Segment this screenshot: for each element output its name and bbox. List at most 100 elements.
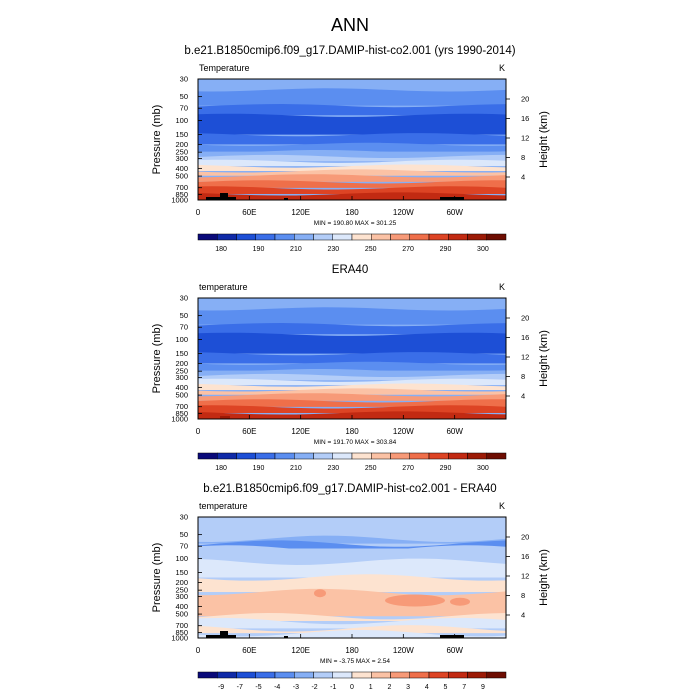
y-right-tick-label: 12: [521, 572, 529, 581]
contour-band: [198, 540, 506, 549]
colorbar-label: 2: [387, 684, 391, 691]
colorbar-box: [294, 233, 314, 241]
y-axis-label: Pressure (mb): [151, 324, 163, 394]
topography: [284, 198, 288, 200]
x-tick-label: 60E: [242, 427, 256, 436]
x-tick-label: 180: [345, 208, 359, 217]
y-tick-label: 70: [180, 104, 188, 113]
contour-blob: [314, 589, 326, 598]
colorbar-box: [409, 233, 430, 241]
colorbar-label: 210: [290, 246, 302, 253]
y-tick-label: 200: [175, 140, 188, 149]
y-tick-label: 700: [175, 621, 188, 630]
x-tick-label: 0: [196, 208, 201, 217]
contour-band: [198, 88, 506, 106]
variable-label: temperature: [199, 501, 248, 511]
contour-band: [198, 186, 506, 194]
x-tick-label: 120W: [393, 646, 414, 655]
colorbar-label: 290: [440, 465, 452, 472]
contour-band: [198, 113, 506, 135]
colorbar-box: [467, 671, 487, 679]
y-right-axis-label: Height (km): [538, 330, 550, 387]
y-tick-label: 150: [175, 349, 188, 358]
colorbar-box: [390, 671, 410, 679]
colorbar-label: 190: [253, 246, 265, 253]
y-tick-label: 150: [175, 130, 188, 139]
y-tick-label: 400: [175, 164, 188, 173]
y-tick-label: 1000: [171, 634, 188, 643]
colorbar-box: [294, 452, 314, 460]
colorbar-box: [313, 452, 333, 460]
colorbar-box: [255, 233, 276, 241]
contour-band: [198, 517, 506, 539]
colorbar-box: [217, 452, 237, 460]
contour-band: [198, 150, 506, 157]
contour-band: [198, 399, 506, 407]
colorbar-box: [428, 671, 449, 679]
chart-panel-1: b.e21.B1850cmip6.f09_g17.DAMIP-hist-co2.…: [151, 45, 550, 253]
colorbar-label: 190: [253, 465, 265, 472]
contour-band: [198, 174, 506, 182]
y-tick-label: 400: [175, 383, 188, 392]
colorbar-box: [448, 671, 468, 679]
colorbar-box: [486, 233, 507, 241]
contour-band: [198, 159, 506, 167]
colorbar-box: [428, 452, 449, 460]
contour-band: [198, 79, 506, 90]
y-tick-label: 500: [175, 610, 188, 619]
colorbar-box: [332, 452, 353, 460]
y-right-tick-label: 4: [521, 611, 525, 620]
panel-title: b.e21.B1850cmip6.f09_g17.DAMIP-hist-co2.…: [203, 483, 496, 495]
colorbar-label: 9: [481, 684, 485, 691]
y-tick-label: 70: [180, 542, 188, 551]
y-tick-label: 850: [175, 628, 188, 637]
units-label: K: [499, 63, 505, 73]
colorbar-label: 230: [327, 246, 339, 253]
y-tick-label: 1000: [171, 196, 188, 205]
x-tick-label: 60E: [242, 646, 256, 655]
contour-band: [198, 393, 506, 401]
colorbar-box: [409, 452, 430, 460]
y-axis-label: Pressure (mb): [151, 105, 163, 175]
y-right-tick-label: 16: [521, 114, 529, 123]
colorbar-box: [313, 233, 333, 241]
contour-band: [198, 133, 506, 145]
y-tick-label: 150: [175, 568, 188, 577]
colorbar-label: 180: [215, 246, 227, 253]
topography: [220, 416, 230, 419]
colorbar-box: [390, 233, 410, 241]
colorbar-box: [467, 233, 487, 241]
colorbar-label: 7: [462, 684, 466, 691]
contour-band: [198, 298, 506, 309]
contour-band: [198, 180, 506, 188]
colorbar-box: [371, 233, 391, 241]
colorbar-label: -4: [274, 684, 280, 691]
colorbar-box: [313, 671, 333, 679]
contour-band: [198, 154, 506, 162]
colorbar-box: [332, 233, 353, 241]
colorbar-box: [332, 671, 353, 679]
y-tick-label: 50: [180, 311, 188, 320]
y-right-tick-label: 20: [521, 533, 529, 542]
colorbar-box: [274, 671, 295, 679]
contour-band: [198, 369, 506, 376]
colorbar-box: [351, 233, 372, 241]
colorbar-box: [274, 233, 295, 241]
y-tick-label: 250: [175, 586, 188, 595]
y-tick-label: 30: [180, 513, 188, 522]
y-right-tick-label: 4: [521, 173, 525, 182]
colorbar-box: [236, 233, 256, 241]
colorbar-box: [371, 452, 391, 460]
colorbar-label: 270: [402, 465, 414, 472]
contour-band: [198, 332, 506, 354]
colorbar-box: [294, 671, 314, 679]
y-tick-label: 100: [175, 335, 188, 344]
stats-label: MIN = 190.80 MAX = 301.25: [314, 220, 397, 227]
y-right-axis-label: Height (km): [538, 111, 550, 168]
y-tick-label: 200: [175, 359, 188, 368]
colorbar-label: 300: [477, 465, 489, 472]
x-tick-label: 120W: [393, 427, 414, 436]
y-right-tick-label: 20: [521, 314, 529, 323]
